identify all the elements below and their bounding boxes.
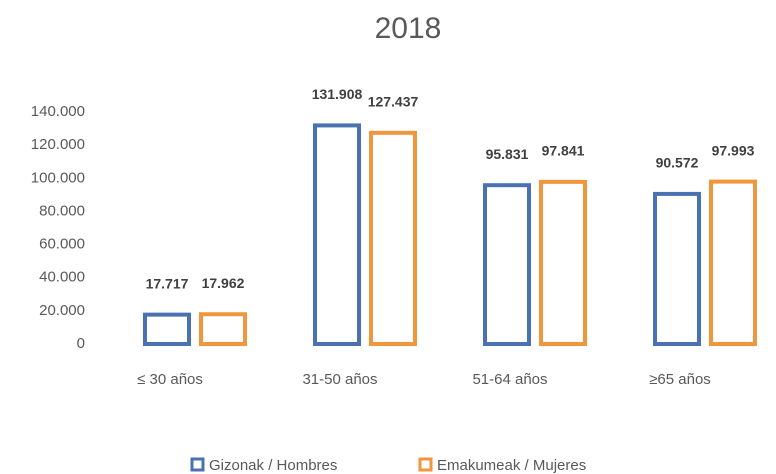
x-tick-label: ≤ 30 años <box>137 371 203 388</box>
y-tick-label: 80.000 <box>39 202 85 219</box>
bar <box>199 312 247 347</box>
bar <box>653 191 701 346</box>
data-label: 131.908 <box>312 86 363 102</box>
data-label: 127.437 <box>368 94 419 110</box>
y-tick-label: 100.000 <box>31 169 85 186</box>
legend-label: Emakumeak / Mujeres <box>437 457 586 474</box>
y-tick-label: 40.000 <box>39 269 85 286</box>
y-tick-label: 0 <box>77 335 85 352</box>
y-tick-label: 120.000 <box>31 136 85 153</box>
x-tick-label: 31-50 años <box>302 371 377 388</box>
bar <box>483 183 531 346</box>
data-label: 90.572 <box>656 155 699 171</box>
bar <box>369 130 417 346</box>
bar <box>539 179 587 346</box>
x-tick-label: ≥65 años <box>649 371 711 388</box>
data-label: 17.962 <box>202 275 245 291</box>
data-label: 17.717 <box>146 275 189 291</box>
chart-title: 2018 <box>375 12 442 45</box>
legend-swatch <box>418 457 433 472</box>
legend-label: Gizonak / Hombres <box>209 457 337 474</box>
y-tick-label: 20.000 <box>39 302 85 319</box>
bar <box>709 179 757 346</box>
data-label: 97.841 <box>542 143 585 159</box>
bar <box>143 312 191 347</box>
data-label: 97.993 <box>712 142 755 158</box>
legend-swatch <box>190 457 205 472</box>
y-tick-label: 140.000 <box>31 103 85 120</box>
bar <box>313 123 361 346</box>
y-tick-label: 60.000 <box>39 236 85 253</box>
x-tick-label: 51-64 años <box>472 371 547 388</box>
data-label: 95.831 <box>486 146 529 162</box>
